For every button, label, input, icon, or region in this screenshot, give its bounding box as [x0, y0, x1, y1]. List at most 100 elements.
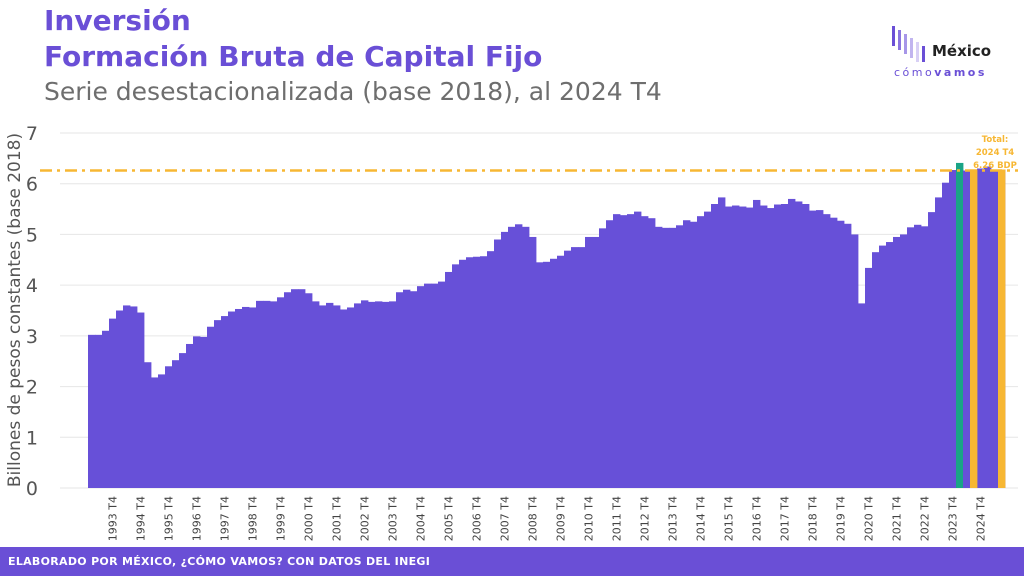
bar [872, 252, 880, 488]
bar [669, 227, 677, 489]
bar [445, 271, 453, 488]
bar [221, 316, 229, 488]
y-tick-label: 4 [26, 275, 38, 297]
bar [508, 226, 516, 489]
bar [431, 283, 439, 488]
chart-subtitle: Serie desestacionalizada (base 2018), al… [44, 77, 662, 106]
annotation-text: Total: [982, 135, 1009, 145]
bar [235, 308, 243, 488]
bar [704, 211, 712, 488]
bar [228, 311, 236, 488]
bar [823, 214, 831, 488]
bar [641, 216, 649, 488]
bar [816, 210, 824, 489]
bar [613, 214, 621, 488]
bar [256, 300, 264, 488]
chart-title-line2: Formación Bruta de Capital Fijo [44, 40, 543, 73]
x-tick-label: 2024 T4 [975, 496, 988, 541]
bar [151, 377, 159, 488]
bar [193, 336, 201, 488]
bar [956, 162, 964, 488]
x-tick-label: 2015 T4 [723, 496, 736, 541]
x-tick-label: 1999 T4 [275, 496, 288, 541]
bar [438, 281, 446, 488]
x-tick-label: 2019 T4 [835, 496, 848, 541]
bar [837, 220, 845, 488]
bar [375, 301, 383, 488]
bar [186, 343, 194, 488]
bar [340, 309, 348, 488]
highlight-bar [998, 169, 1006, 488]
annotation-text: 2024 T4 [976, 148, 1014, 158]
bar [480, 256, 488, 488]
bar [564, 250, 572, 488]
bar [144, 362, 152, 488]
bar [851, 234, 859, 488]
bar [536, 262, 544, 488]
bar [389, 301, 397, 488]
x-tick-label: 2013 T4 [667, 496, 680, 541]
x-tick-label: 2001 T4 [331, 496, 344, 541]
bar [529, 236, 537, 488]
bar [571, 247, 579, 488]
bar [361, 300, 369, 488]
x-tick-label: 2010 T4 [583, 496, 596, 541]
bar [991, 170, 999, 488]
bar [732, 205, 740, 488]
x-tick-label: 2008 T4 [527, 496, 540, 541]
logo-brand-text: México [932, 42, 992, 60]
y-tick-label: 5 [26, 224, 38, 246]
bar [214, 320, 222, 488]
logo-tagline-light: cómo [894, 66, 935, 79]
bar [599, 228, 607, 489]
bar [746, 207, 754, 489]
x-tick-label: 2005 T4 [443, 496, 456, 541]
y-tick-label: 0 [26, 478, 38, 500]
bar [207, 326, 215, 488]
x-tick-label: 2020 T4 [863, 496, 876, 541]
bar [585, 236, 593, 488]
bar [893, 236, 901, 488]
x-tick-label: 2007 T4 [499, 496, 512, 541]
bar [382, 301, 390, 488]
bar [242, 306, 250, 488]
bar [165, 366, 173, 488]
bar [515, 224, 523, 489]
bar [102, 330, 110, 488]
bar [697, 216, 705, 488]
bar [347, 307, 355, 488]
y-tick-label: 6 [26, 174, 38, 196]
bar [130, 306, 138, 488]
bar [802, 204, 810, 488]
bar [907, 227, 915, 489]
logo-tagline-bold: vamos [934, 66, 987, 79]
y-tick-label: 7 [26, 123, 38, 145]
bar [249, 307, 257, 488]
bar [319, 305, 327, 488]
x-tick-label: 2016 T4 [751, 496, 764, 541]
x-tick-label: 2022 T4 [919, 496, 932, 541]
bar [543, 261, 551, 488]
bar [795, 201, 803, 488]
bar [739, 206, 747, 489]
bar [900, 234, 908, 488]
x-tick-label: 2012 T4 [639, 496, 652, 541]
bar [767, 208, 775, 489]
bar [459, 259, 467, 488]
bar [676, 225, 684, 489]
x-tick-label: 2018 T4 [807, 496, 820, 541]
bar [949, 170, 957, 488]
bar [963, 170, 971, 488]
bar [809, 210, 817, 489]
bar [858, 303, 866, 488]
x-tick-label: 2014 T4 [695, 496, 708, 541]
bar [410, 291, 418, 488]
bar [522, 226, 530, 489]
x-tick-label: 2023 T4 [947, 496, 960, 541]
y-tick-label: 3 [26, 326, 38, 348]
bar [172, 360, 180, 488]
bar [116, 310, 124, 488]
x-tick-label: 2021 T4 [891, 496, 904, 541]
x-tick-label: 1996 T4 [191, 496, 204, 541]
x-tick-label: 2000 T4 [303, 496, 316, 541]
